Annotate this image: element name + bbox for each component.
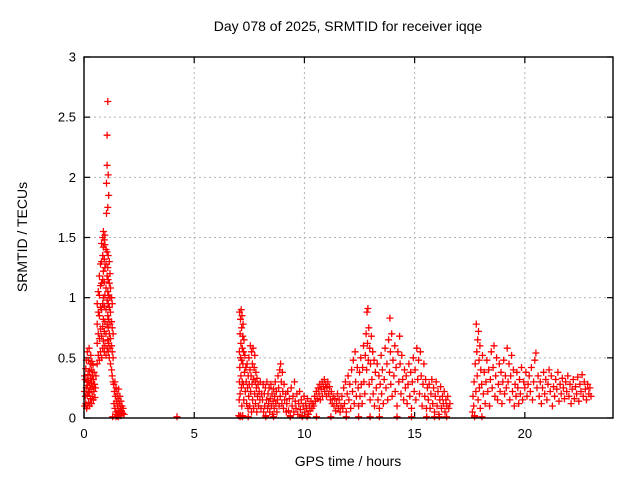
x-axis-label: GPS time / hours <box>295 453 402 469</box>
y-tick-label: 3 <box>69 50 76 65</box>
data-point-markers <box>80 98 595 421</box>
axis-ticks <box>83 56 613 419</box>
y-tick-label: 1 <box>69 290 76 305</box>
y-tick-label: 2 <box>69 170 76 185</box>
y-axis-label: SRMTID / TECUs <box>14 182 30 292</box>
x-tick-label: 0 <box>80 426 87 441</box>
y-tick-label: 2.5 <box>58 110 76 125</box>
y-tick-label: 0.5 <box>58 350 76 365</box>
x-tick-label: 5 <box>191 426 198 441</box>
y-tick-label: 0 <box>69 411 76 426</box>
x-tick-label: 10 <box>297 426 311 441</box>
scatter-points <box>80 98 595 421</box>
y-tick-label: 1.5 <box>58 230 76 245</box>
tick-labels: 0 5 10 15 20 0 0.5 1 1.5 2 2.5 3 <box>58 50 532 442</box>
x-tick-label: 20 <box>518 426 532 441</box>
chart-title: Day 078 of 2025, SRMTID for receiver iqq… <box>214 18 483 34</box>
x-tick-label: 15 <box>407 426 421 441</box>
plot-border <box>83 56 614 419</box>
gridlines <box>84 57 613 418</box>
